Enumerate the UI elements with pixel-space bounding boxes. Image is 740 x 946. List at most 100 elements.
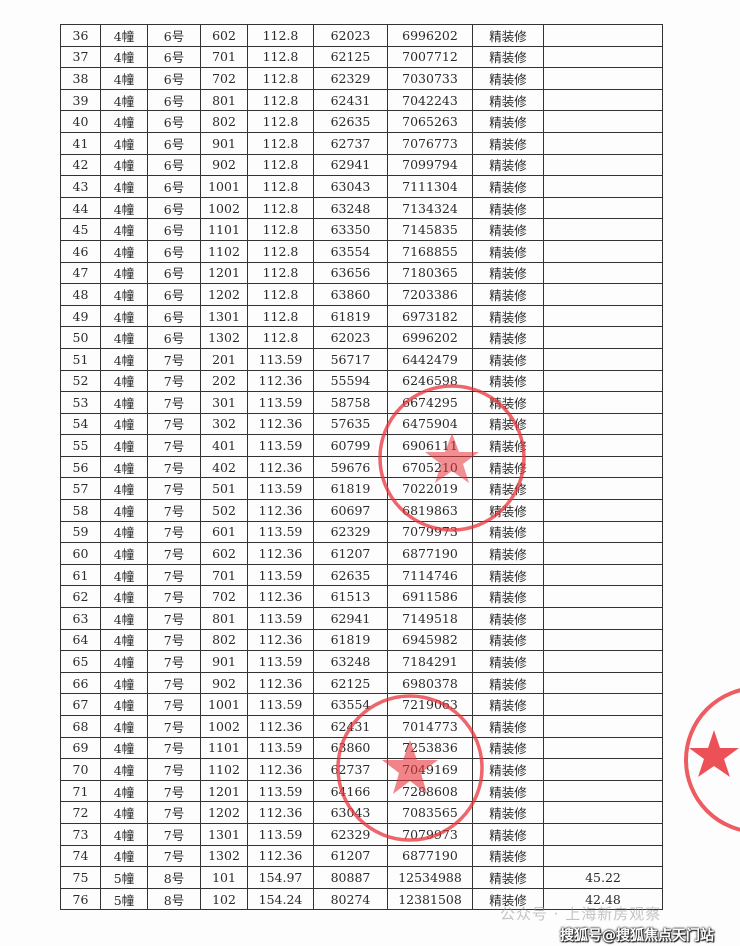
cell-unit-price: 62125 [313, 671, 388, 695]
table-row: 38 4幢 6号 702 112.8 62329 7030733 精装修 [60, 67, 663, 90]
cell-unit-price: 55594 [313, 369, 388, 393]
cell-decoration: 精装修 [472, 153, 544, 177]
cell-decoration: 精装修 [472, 758, 544, 781]
cell-decoration: 精装修 [472, 218, 544, 241]
cell-unit-price: 63554 [313, 693, 388, 716]
cell-unit-price: 80887 [313, 866, 388, 889]
cell-room: 1002 [200, 196, 248, 220]
cell-unit-price: 60799 [313, 434, 388, 457]
cell-area: 113.59 [247, 520, 314, 544]
table-row: 42 4幢 6号 902 112.8 62941 7099794 精装修 [60, 153, 663, 177]
cell-index: 36 [60, 24, 101, 47]
cell-area: 112.36 [247, 758, 314, 781]
cell-area: 113.59 [247, 563, 314, 587]
cell-area: 113.59 [247, 779, 314, 803]
cell-building: 4幢 [100, 434, 148, 457]
cell-room: 301 [200, 391, 248, 414]
cell-area: 113.59 [247, 607, 314, 630]
table-row: 47 4幢 6号 1201 112.8 63656 7180365 精装修 [60, 261, 663, 285]
cell-room: 402 [200, 455, 248, 479]
cell-unit: 6号 [147, 24, 201, 47]
cell-area: 113.59 [247, 650, 314, 673]
cell-building: 4幢 [100, 628, 148, 652]
cell-total-price: 6980378 [387, 671, 473, 695]
cell-room: 1102 [200, 239, 248, 263]
cell-note: 45.22 [543, 866, 663, 889]
cell-unit: 6号 [147, 239, 201, 263]
table-row: 43 4幢 6号 1001 112.8 63043 7111304 精装修 [60, 175, 663, 198]
cell-decoration: 精装修 [472, 110, 544, 133]
cell-area: 112.36 [247, 499, 314, 522]
cell-total-price: 7134324 [387, 196, 473, 220]
cell-decoration: 精装修 [472, 283, 544, 306]
cell-decoration: 精装修 [472, 563, 544, 587]
cell-building: 4幢 [100, 693, 148, 716]
cell-building: 5幢 [100, 887, 148, 911]
cell-decoration: 精装修 [472, 887, 544, 911]
cell-decoration: 精装修 [472, 67, 544, 90]
cell-room: 1301 [200, 304, 248, 328]
cell-building: 4幢 [100, 563, 148, 587]
cell-total-price: 7076773 [387, 131, 473, 155]
cell-index: 51 [60, 347, 101, 371]
cell-total-price: 7180365 [387, 261, 473, 285]
cell-index: 67 [60, 693, 101, 716]
cell-index: 58 [60, 499, 101, 522]
table-row: 60 4幢 7号 602 112.36 61207 6877190 精装修 [60, 542, 663, 565]
cell-unit: 7号 [147, 801, 201, 824]
cell-index: 40 [60, 110, 101, 133]
cell-decoration: 精装修 [472, 326, 544, 349]
cell-building: 4幢 [100, 499, 148, 522]
table-row: 73 4幢 7号 1301 113.59 62329 7079973 精装修 [60, 822, 663, 846]
cell-area: 112.8 [247, 196, 314, 220]
cell-decoration: 精装修 [472, 822, 544, 846]
cell-total-price: 7203386 [387, 283, 473, 306]
cell-total-price: 6475904 [387, 412, 473, 436]
cell-room: 1002 [200, 715, 248, 738]
table-row: 69 4幢 7号 1101 113.59 63860 7253836 精装修 [60, 736, 663, 760]
cell-unit: 7号 [147, 758, 201, 781]
cell-room: 801 [200, 607, 248, 630]
cell-unit: 7号 [147, 715, 201, 738]
cell-building: 4幢 [100, 779, 148, 803]
cell-room: 1201 [200, 779, 248, 803]
cell-index: 49 [60, 304, 101, 328]
cell-room: 1202 [200, 801, 248, 824]
cell-note [543, 736, 663, 760]
cell-area: 112.36 [247, 542, 314, 565]
cell-decoration: 精装修 [472, 542, 544, 565]
cell-area: 113.59 [247, 391, 314, 414]
cell-unit-price: 63248 [313, 196, 388, 220]
table-row: 74 4幢 7号 1302 112.36 61207 6877190 精装修 [60, 844, 663, 868]
cell-note [543, 801, 663, 824]
table-row: 52 4幢 7号 202 112.36 55594 6246598 精装修 [60, 369, 663, 393]
cell-total-price: 7030733 [387, 67, 473, 90]
cell-note [543, 477, 663, 501]
cell-building: 4幢 [100, 196, 148, 220]
cell-total-price: 6819863 [387, 499, 473, 522]
cell-total-price: 7111304 [387, 175, 473, 198]
cell-room: 802 [200, 628, 248, 652]
cell-unit: 7号 [147, 628, 201, 652]
cell-note [543, 758, 663, 781]
cell-unit-price: 62737 [313, 758, 388, 781]
cell-unit: 7号 [147, 434, 201, 457]
cell-total-price: 6674295 [387, 391, 473, 414]
cell-unit-price: 62941 [313, 607, 388, 630]
cell-index: 41 [60, 131, 101, 155]
cell-building: 4幢 [100, 239, 148, 263]
cell-area: 113.59 [247, 736, 314, 760]
cell-total-price: 6973182 [387, 304, 473, 328]
cell-index: 37 [60, 45, 101, 69]
cell-index: 46 [60, 239, 101, 263]
cell-building: 4幢 [100, 542, 148, 565]
cell-unit: 7号 [147, 455, 201, 479]
cell-note [543, 455, 663, 479]
cell-building: 4幢 [100, 650, 148, 673]
cell-note [543, 175, 663, 198]
table-row: 53 4幢 7号 301 113.59 58758 6674295 精装修 [60, 391, 663, 414]
cell-total-price: 7079973 [387, 520, 473, 544]
table-row: 58 4幢 7号 502 112.36 60697 6819863 精装修 [60, 499, 663, 522]
cell-unit: 7号 [147, 520, 201, 544]
cell-decoration: 精装修 [472, 801, 544, 824]
